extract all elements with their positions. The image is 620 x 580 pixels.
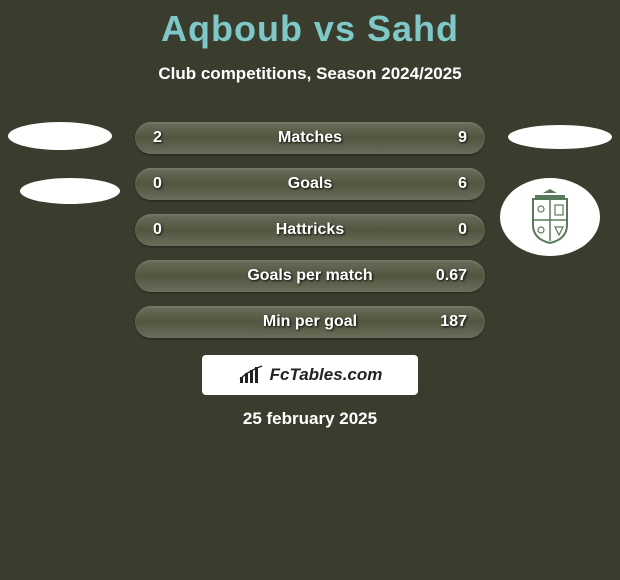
stat-row-mpg: Min per goal 187 (135, 306, 485, 338)
brand-text: FcTables.com (270, 365, 383, 385)
stat-row-matches: 2 Matches 9 (135, 122, 485, 154)
team-a-logo-2 (20, 178, 120, 204)
stat-right-value: 0.67 (436, 267, 467, 285)
stat-row-goals: 0 Goals 6 (135, 168, 485, 200)
brand-badge[interactable]: FcTables.com (202, 355, 418, 395)
date-text: 25 february 2025 (0, 409, 620, 429)
page-title: Aqboub vs Sahd (0, 0, 620, 50)
bar-chart-icon (238, 365, 264, 385)
stat-label: Min per goal (135, 313, 485, 331)
subtitle: Club competitions, Season 2024/2025 (0, 64, 620, 84)
team-b-logo-1 (508, 125, 612, 149)
team-a-logo-1 (8, 122, 112, 150)
stat-right-value: 187 (440, 313, 467, 331)
stat-right-value: 9 (458, 129, 467, 147)
stat-row-gpm: Goals per match 0.67 (135, 260, 485, 292)
stats-container: 2 Matches 9 0 Goals 6 0 Hattricks 0 Goal… (135, 122, 485, 352)
stat-label: Matches (135, 129, 485, 147)
stat-row-hattricks: 0 Hattricks 0 (135, 214, 485, 246)
stat-right-value: 6 (458, 175, 467, 193)
stat-label: Goals (135, 175, 485, 193)
crest-icon (515, 187, 585, 247)
stat-right-value: 0 (458, 221, 467, 239)
stat-label: Hattricks (135, 221, 485, 239)
stat-label: Goals per match (135, 267, 485, 285)
team-b-crest (500, 178, 600, 256)
